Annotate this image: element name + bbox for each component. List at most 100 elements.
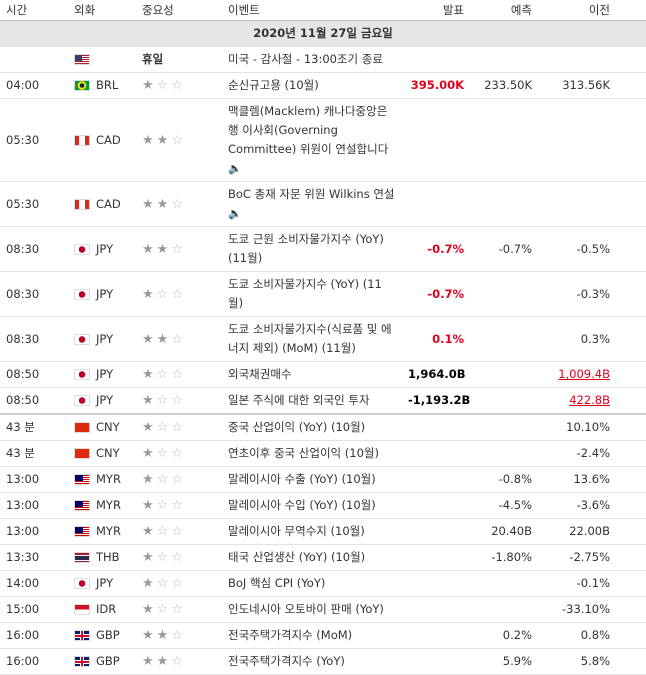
forecast-cell: -1.80%: [470, 544, 538, 571]
importance-cell: ★ ★ ☆: [136, 98, 222, 182]
currency-cell: MYR: [68, 466, 136, 493]
actual-value: 395.00K: [410, 78, 464, 92]
event-row: 15:00 IDR ★ ☆ ☆ 인도네시아 오토바이 판매 (YoY) -33.10%: [0, 596, 646, 623]
time-cell: 08:30: [0, 226, 68, 272]
flag-icon: [74, 630, 90, 641]
importance-cell: ★ ☆ ☆: [136, 361, 222, 388]
currency-cell: JPY: [68, 570, 136, 597]
star: ★: [142, 367, 154, 382]
star: ☆: [171, 628, 183, 643]
importance-cell: ★ ☆ ☆: [136, 518, 222, 545]
actual-cell: [402, 98, 470, 182]
importance-cell: ★ ★ ☆: [136, 226, 222, 272]
header-cell: 시간: [0, 0, 68, 21]
star: ☆: [171, 286, 183, 302]
time-cell: 08:50: [0, 387, 68, 415]
time-cell: 15:00: [0, 596, 68, 623]
currency-code: JPY: [96, 286, 114, 301]
previous-value: 22.00B: [569, 524, 610, 538]
holiday-label: 휴일: [142, 52, 164, 66]
flag-icon: [74, 604, 90, 615]
forecast-value: -0.8%: [498, 472, 532, 486]
star: ★: [142, 241, 154, 257]
event-row: 08:30 JPY ★ ☆ ☆ 도쿄 소비자물가지수 (YoY) (11월) -0.7% -0…: [0, 271, 646, 317]
star: ☆: [156, 446, 169, 461]
time-cell: 08:30: [0, 316, 68, 362]
event-name: 말레이시아 수출 (YoY) (10월): [228, 472, 376, 486]
currency-code: CAD: [96, 132, 121, 147]
star: ★: [142, 331, 154, 347]
event-cell: BoJ 핵심 CPI (YoY): [222, 570, 402, 597]
previous-cell: 1,009.4B: [538, 361, 646, 388]
importance-stars: ★ ☆ ☆: [142, 498, 186, 513]
event-row: 08:30 JPY ★ ★ ☆ 도쿄 근원 소비자물가지수 (YoY) (11월) -0.7…: [0, 226, 646, 272]
actual-cell: -0.7%: [402, 226, 470, 272]
event-name: 순신규고용 (10월): [228, 78, 319, 92]
previous-value: 313.56K: [562, 78, 610, 92]
importance-cell: ★ ☆ ☆: [136, 413, 222, 441]
importance-stars: ★ ☆ ☆: [142, 472, 186, 487]
previous-cell: -3.6%: [538, 492, 646, 519]
flag-icon: [74, 369, 90, 380]
event-row: 16:00 GBP ★ ★ ☆ 전국주택가격지수 (YoY) 5.9% 5.8%: [0, 648, 646, 675]
time-cell: 13:00: [0, 492, 68, 519]
currency-code: JPY: [96, 367, 114, 381]
event-cell: 인도네시아 오토바이 판매 (YoY): [222, 596, 402, 623]
previous-value: 10.10%: [566, 420, 610, 434]
star: ☆: [171, 196, 183, 212]
star: ☆: [171, 472, 183, 487]
time-cell: 13:00: [0, 518, 68, 545]
currency-code: MYR: [96, 524, 121, 538]
importance-stars: ★ ☆ ☆: [142, 576, 186, 591]
time-cell: 04:00: [0, 72, 68, 99]
flag-icon: [74, 552, 90, 563]
header-cell: 예측: [470, 0, 538, 21]
event-name: 말레이시아 수입 (YoY) (10월): [228, 498, 376, 512]
event-cell: 전국주택가격지수 (MoM): [222, 622, 402, 649]
currency-cell: GBP: [68, 648, 136, 675]
star: ☆: [171, 420, 183, 435]
previous-cell: 22.00B: [538, 518, 646, 545]
currency-code: GBP: [96, 654, 120, 668]
importance-stars: ★ ★ ☆: [142, 241, 186, 257]
event-row: 08:50 JPY ★ ☆ ☆ 일본 주식에 대한 외국인 투자 -1,193.2B 422.…: [0, 387, 646, 415]
previous-value: 1,009.4B: [558, 367, 610, 381]
forecast-value: 20.40B: [491, 524, 532, 538]
forecast-cell: 0.2%: [470, 622, 538, 649]
previous-value: -2.4%: [576, 446, 610, 460]
star: ☆: [156, 286, 169, 302]
currency-code: JPY: [96, 393, 114, 407]
forecast-cell: -0.7%: [470, 226, 538, 272]
currency-cell: IDR: [68, 596, 136, 623]
previous-cell: -0.1%: [538, 570, 646, 597]
event-name: 도쿄 소비자물가지수 (YoY) (11월): [228, 277, 382, 310]
actual-cell: 0.1%: [402, 316, 470, 362]
flag-icon: [74, 54, 90, 65]
currency-cell: JPY: [68, 271, 136, 317]
forecast-cell: 5.9%: [470, 648, 538, 675]
star: ★: [142, 446, 154, 461]
previous-cell: [538, 181, 646, 227]
importance-stars: ★ ☆ ☆: [142, 393, 186, 408]
star: ★: [156, 331, 169, 347]
currency-cell: GBP: [68, 622, 136, 649]
importance-stars: ★ ☆ ☆: [142, 524, 186, 539]
star: ☆: [156, 576, 169, 591]
previous-value: 422.8B: [569, 393, 610, 407]
audio-icon: 🔈: [228, 162, 242, 175]
event-name: 맥클렘(Macklem) 캐나다중앙은행 이사회(Governing Commi…: [228, 104, 389, 156]
header-cell: 이전: [538, 0, 646, 21]
forecast-cell: 20.40B: [470, 518, 538, 545]
currency-code: GBP: [96, 628, 120, 642]
previous-cell: -33.10%: [538, 596, 646, 623]
importance-stars: ★ ★ ☆: [142, 654, 186, 669]
currency-code: BRL: [96, 78, 119, 92]
time-cell: 05:30: [0, 98, 68, 182]
star: ☆: [156, 498, 169, 513]
star: ☆: [171, 241, 183, 257]
flag-icon: [74, 656, 90, 667]
importance-stars: ★ ☆ ☆: [142, 420, 186, 435]
header-cell: 외화: [68, 0, 136, 21]
currency-code: MYR: [96, 472, 121, 486]
importance-stars: ★ ☆ ☆: [142, 367, 186, 382]
